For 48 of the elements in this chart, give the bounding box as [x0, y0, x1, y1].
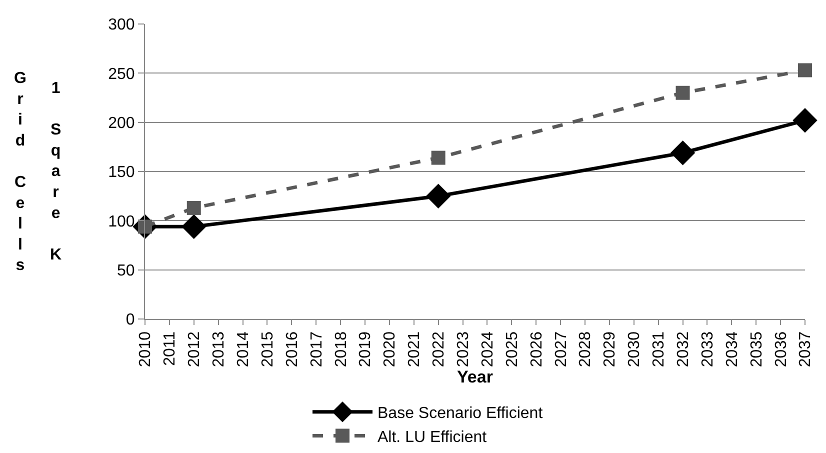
point: [431, 150, 446, 165]
x-tick-label: 2032: [674, 331, 692, 368]
x-tick-label: 2014: [234, 331, 252, 368]
x-tick-label: 2011: [162, 331, 179, 366]
legend-label: Base Scenario Efficient: [378, 405, 544, 422]
x-tick-label: 2036: [772, 331, 790, 368]
point: [186, 200, 201, 215]
x-tick-label: 2025: [504, 331, 521, 368]
x-tick-label: 2013: [210, 331, 228, 368]
x-tick-label: 2016: [284, 331, 301, 368]
x-tick-label: 2022: [430, 331, 448, 368]
point: [670, 140, 696, 166]
point: [426, 184, 451, 208]
x-tick-label: 2037: [797, 331, 814, 368]
y-tick-label: 200: [108, 114, 135, 132]
point: [798, 63, 812, 78]
text: 1 Sqare K: [50, 80, 62, 264]
point: [182, 214, 206, 239]
x-tick-label: 2031: [650, 331, 668, 368]
x-tick-label: 2026: [528, 331, 546, 368]
x-tick-label: 2023: [454, 331, 472, 368]
x-tick-label: 2019: [357, 331, 374, 368]
point: [676, 86, 690, 100]
x-tick-label: 2017: [308, 331, 326, 368]
y-tick-label: 150: [108, 164, 135, 182]
y-tick-label: 300: [108, 16, 135, 34]
y-tick-label: 250: [108, 66, 135, 83]
x-tick-label: 2035: [748, 331, 766, 368]
x-tick-label: 2033: [699, 331, 716, 368]
x-tick-label: 2027: [552, 331, 570, 368]
x-tick-label: 2024: [479, 331, 496, 368]
x-tick-label: 2012: [186, 331, 204, 368]
x-tick-label: 2020: [382, 331, 399, 368]
x-tick-label: 2015: [259, 331, 276, 368]
y-tick-label: 0: [126, 312, 135, 329]
x-tick-label: 2021: [406, 331, 424, 368]
x-tick-label: 2034: [724, 331, 741, 368]
point: [792, 108, 818, 133]
x-tick-label: 2028: [577, 331, 594, 368]
x-tick-label: 2030: [626, 331, 644, 368]
y-tick-label: 100: [108, 213, 135, 230]
x-tick-label: 2018: [332, 331, 350, 368]
text: Grid Cells: [14, 70, 26, 274]
x-tick-label: 2029: [602, 331, 619, 368]
legend-label: Alt. LU Efficient: [378, 428, 488, 446]
x-axis-title: Year: [457, 368, 494, 386]
y-tick-label: 50: [117, 262, 135, 280]
x-tick-label: 2010: [137, 331, 154, 368]
